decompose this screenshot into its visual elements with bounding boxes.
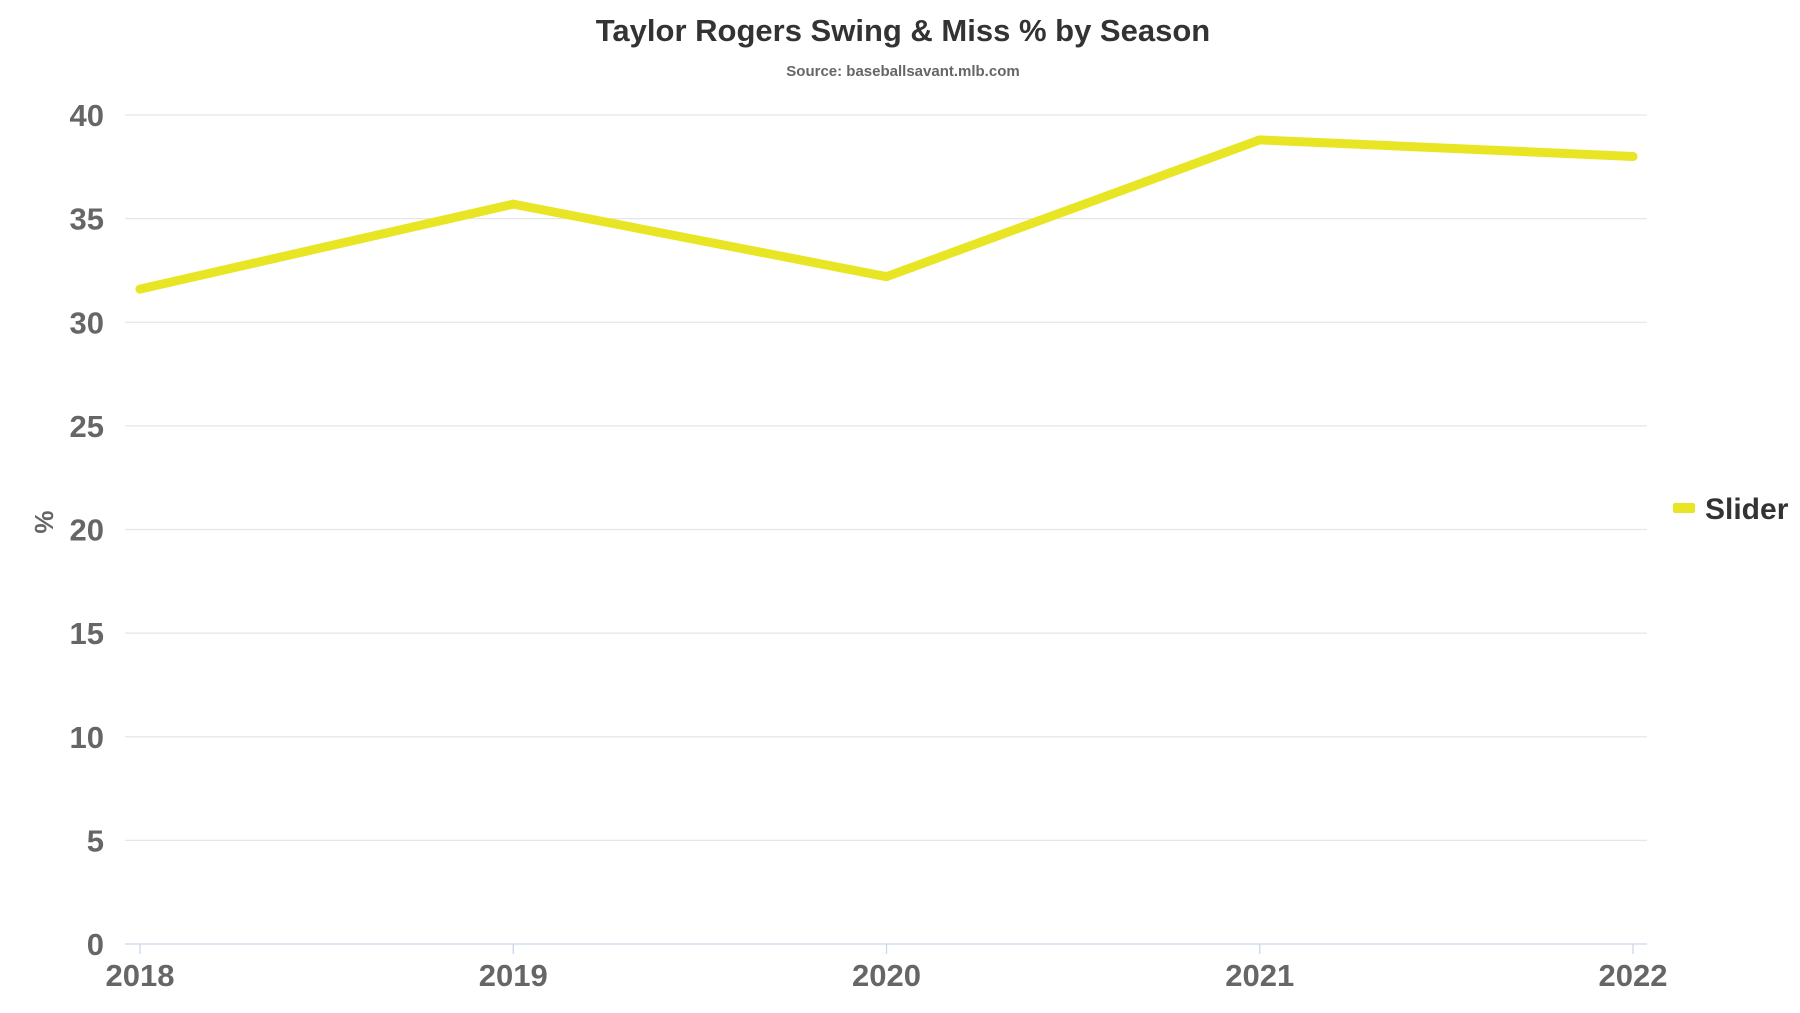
- x-tick-label: 2019: [479, 958, 548, 993]
- series-line-slider[interactable]: [135, 135, 1638, 294]
- y-tick-label: 15: [70, 616, 104, 651]
- y-axis-ticks: 0 5 10 15 20 25 30 35 40: [70, 98, 104, 962]
- legend[interactable]: Slider: [1673, 493, 1789, 526]
- y-tick-label: 25: [70, 409, 104, 444]
- y-tick-label: 40: [70, 98, 104, 133]
- legend-swatch[interactable]: [1673, 503, 1695, 513]
- y-axis-label: %: [29, 510, 59, 533]
- x-tick-label: 2020: [852, 958, 921, 993]
- y-tick-label: 0: [87, 927, 104, 962]
- data-point[interactable]: [1255, 135, 1265, 145]
- gridlines: [125, 114, 1647, 842]
- chart-subtitle: Source: baseballsavant.mlb.com: [786, 63, 1019, 80]
- y-tick-label: 20: [70, 513, 104, 548]
- y-tick-label: 10: [70, 720, 104, 755]
- series-group: [135, 135, 1638, 294]
- y-tick-label: 35: [70, 202, 104, 237]
- legend-label[interactable]: Slider: [1705, 493, 1789, 526]
- x-axis-ticks: 2018 2019 2020 2021 2022: [106, 944, 1668, 993]
- x-tick-label: 2018: [106, 958, 175, 993]
- data-point[interactable]: [135, 284, 145, 294]
- y-tick-label: 5: [87, 823, 104, 858]
- y-tick-label: 30: [70, 305, 104, 340]
- data-point[interactable]: [508, 199, 518, 209]
- chart-title: Taylor Rogers Swing & Miss % by Season: [596, 13, 1210, 48]
- x-tick-label: 2021: [1225, 958, 1294, 993]
- data-point[interactable]: [1628, 151, 1638, 161]
- x-tick-label: 2022: [1599, 958, 1668, 993]
- data-point[interactable]: [882, 272, 891, 282]
